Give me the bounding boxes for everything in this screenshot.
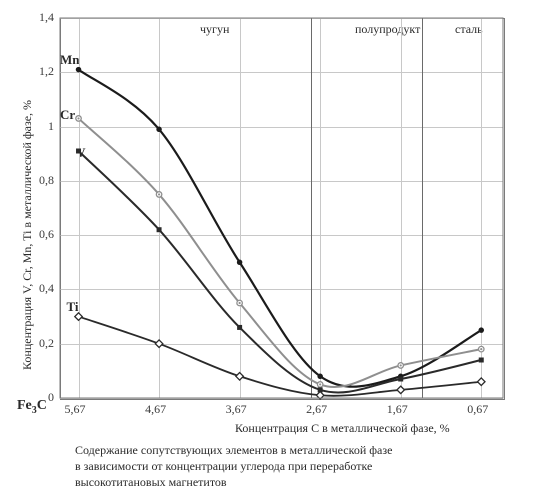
series-mn-marker (156, 127, 162, 133)
series-v-line (79, 151, 482, 393)
series-ti-marker (155, 340, 163, 348)
series-cr-marker (317, 382, 323, 388)
series-mn-marker (237, 260, 243, 266)
series-v-marker (76, 149, 81, 154)
series-cr-marker (156, 192, 162, 198)
series-ti-marker (397, 386, 405, 394)
series-cr-marker (76, 116, 82, 122)
series-mn-marker (479, 327, 485, 333)
series-mn-marker (76, 67, 82, 73)
series-v-marker (398, 377, 403, 382)
series-v-marker (157, 227, 162, 232)
series-ti-marker (478, 378, 486, 386)
series-v-marker (237, 325, 242, 330)
series-mn-marker (317, 374, 323, 380)
series-ti-marker (75, 313, 83, 321)
series-cr-line (79, 118, 482, 387)
series-svg (0, 0, 543, 500)
series-ti-marker (236, 373, 244, 381)
series-cr-marker (398, 363, 404, 369)
plot-outline (60, 18, 503, 398)
series-cr-marker (479, 346, 485, 352)
series-mn-line (79, 70, 482, 387)
series-v-marker (479, 358, 484, 363)
series-cr-marker (237, 300, 243, 306)
